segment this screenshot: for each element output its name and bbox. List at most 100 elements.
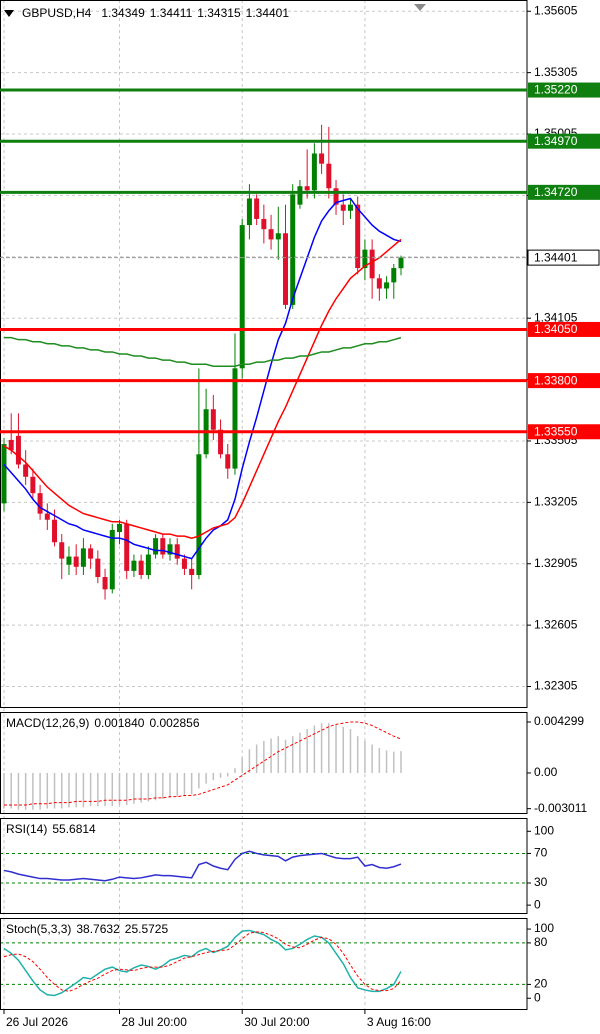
pane-frame (0, 712, 528, 814)
candle-body (88, 548, 94, 559)
y-tick-label: 1.32605 (534, 617, 578, 631)
y-tick-label: 1.33205 (534, 495, 578, 509)
header-open: 1.34349 (101, 6, 145, 20)
indicator-line (3, 197, 402, 560)
candle-body (254, 198, 260, 219)
indicator-label: RSI(14) (6, 822, 47, 836)
candle-body (297, 186, 303, 205)
pane-frame (0, 818, 528, 914)
x-tick-label: 28 Jul 20:00 (121, 1015, 187, 1029)
candle-body (246, 198, 252, 226)
pane-frame (0, 0, 528, 708)
indicator-line (3, 931, 402, 992)
candle-body (261, 218, 267, 230)
candle-body (239, 225, 245, 369)
candle-body (59, 542, 65, 559)
pane-plot (0, 10, 527, 688)
indicator-value: 0.002856 (149, 716, 199, 730)
candle-body (52, 519, 58, 543)
candle-body (340, 204, 346, 211)
level-label-box (528, 82, 600, 98)
candle-body (384, 282, 390, 289)
y-tick-label: 30 (534, 875, 548, 889)
candle-body (275, 233, 281, 240)
y-tick-label: 70 (534, 846, 548, 860)
candle-body (369, 249, 375, 279)
candle-body (160, 538, 166, 555)
level-label-box (528, 373, 600, 389)
indicator-line (3, 850, 402, 882)
header-low: 1.34315 (197, 6, 241, 20)
candle-body (225, 454, 231, 469)
candle-body (131, 560, 137, 571)
level-label: 1.34970 (534, 134, 578, 148)
pane-plot (0, 929, 527, 997)
indicator-value: 38.7632 (76, 922, 120, 936)
candle-body (181, 558, 187, 569)
candle-body (362, 249, 368, 269)
candle-body (66, 556, 72, 565)
candle-body (319, 153, 325, 164)
level-label-box (528, 321, 600, 337)
candle-body (326, 163, 332, 189)
header-close: 1.34401 (246, 6, 290, 20)
candle-body (23, 464, 29, 477)
symbol-icon (4, 10, 14, 17)
indicator-label: Stoch(5,3,3) (6, 922, 71, 936)
y-tick-label: 80 (534, 935, 548, 949)
pane-plot (3, 721, 402, 810)
candle-body (189, 568, 195, 575)
price-label: 1.34401 (534, 250, 578, 264)
indicator-line (3, 238, 402, 539)
candle-body (304, 186, 310, 191)
y-tick-label: 0 (534, 897, 541, 911)
candle-body (145, 554, 151, 575)
x-tick-label: 30 Jul 20:00 (244, 1015, 310, 1029)
indicator-value: 25.5725 (125, 922, 169, 936)
candle-body (283, 233, 289, 305)
y-tick-label: 1.34105 (534, 310, 578, 324)
candle-body (153, 538, 159, 555)
price-label-box (527, 249, 600, 266)
candle-body (174, 544, 180, 559)
candle-body (73, 556, 79, 567)
header-high: 1.34411 (150, 6, 193, 20)
indicator-line (3, 929, 402, 997)
candle-body (232, 368, 238, 469)
x-tick-label: 3 Aug 16:00 (367, 1015, 431, 1029)
indicator-line (4, 336, 402, 368)
y-tick-label: 100 (534, 823, 554, 837)
level-label: 1.35220 (534, 83, 578, 97)
candle-body (37, 493, 43, 514)
candle-body (44, 513, 50, 520)
level-label: 1.34050 (534, 322, 578, 336)
indicator-line (4, 721, 402, 806)
level-label-box (528, 184, 600, 200)
candle-body (167, 544, 173, 555)
candle-body (333, 188, 339, 205)
candle-body (138, 560, 144, 575)
y-tick-label: 1.35305 (534, 65, 578, 79)
candle-body (268, 229, 274, 240)
candle-body (1, 444, 7, 504)
candle-body (210, 409, 216, 430)
indicator-value: 55.6814 (52, 822, 96, 836)
candle-body (355, 204, 361, 269)
y-tick-label: 0 (534, 990, 541, 1004)
indicator-value: 0.001840 (94, 716, 144, 730)
x-tick-label: 26 Jul 2026 (6, 1015, 68, 1029)
y-tick-label: 0.00 (534, 765, 558, 779)
pane-plot (0, 850, 527, 884)
candle-body (290, 194, 296, 305)
candle-body (391, 268, 397, 283)
level-label: 1.34720 (534, 185, 578, 199)
y-tick-label: 20 (534, 977, 548, 991)
y-tick-label: 0.004299 (534, 714, 584, 728)
candle-body (398, 257, 404, 269)
y-tick-label: 1.32905 (534, 556, 578, 570)
candle-body (15, 435, 21, 465)
indicator-label: MACD(12,26,9) (6, 716, 89, 730)
y-tick-label: 100 (534, 921, 554, 935)
